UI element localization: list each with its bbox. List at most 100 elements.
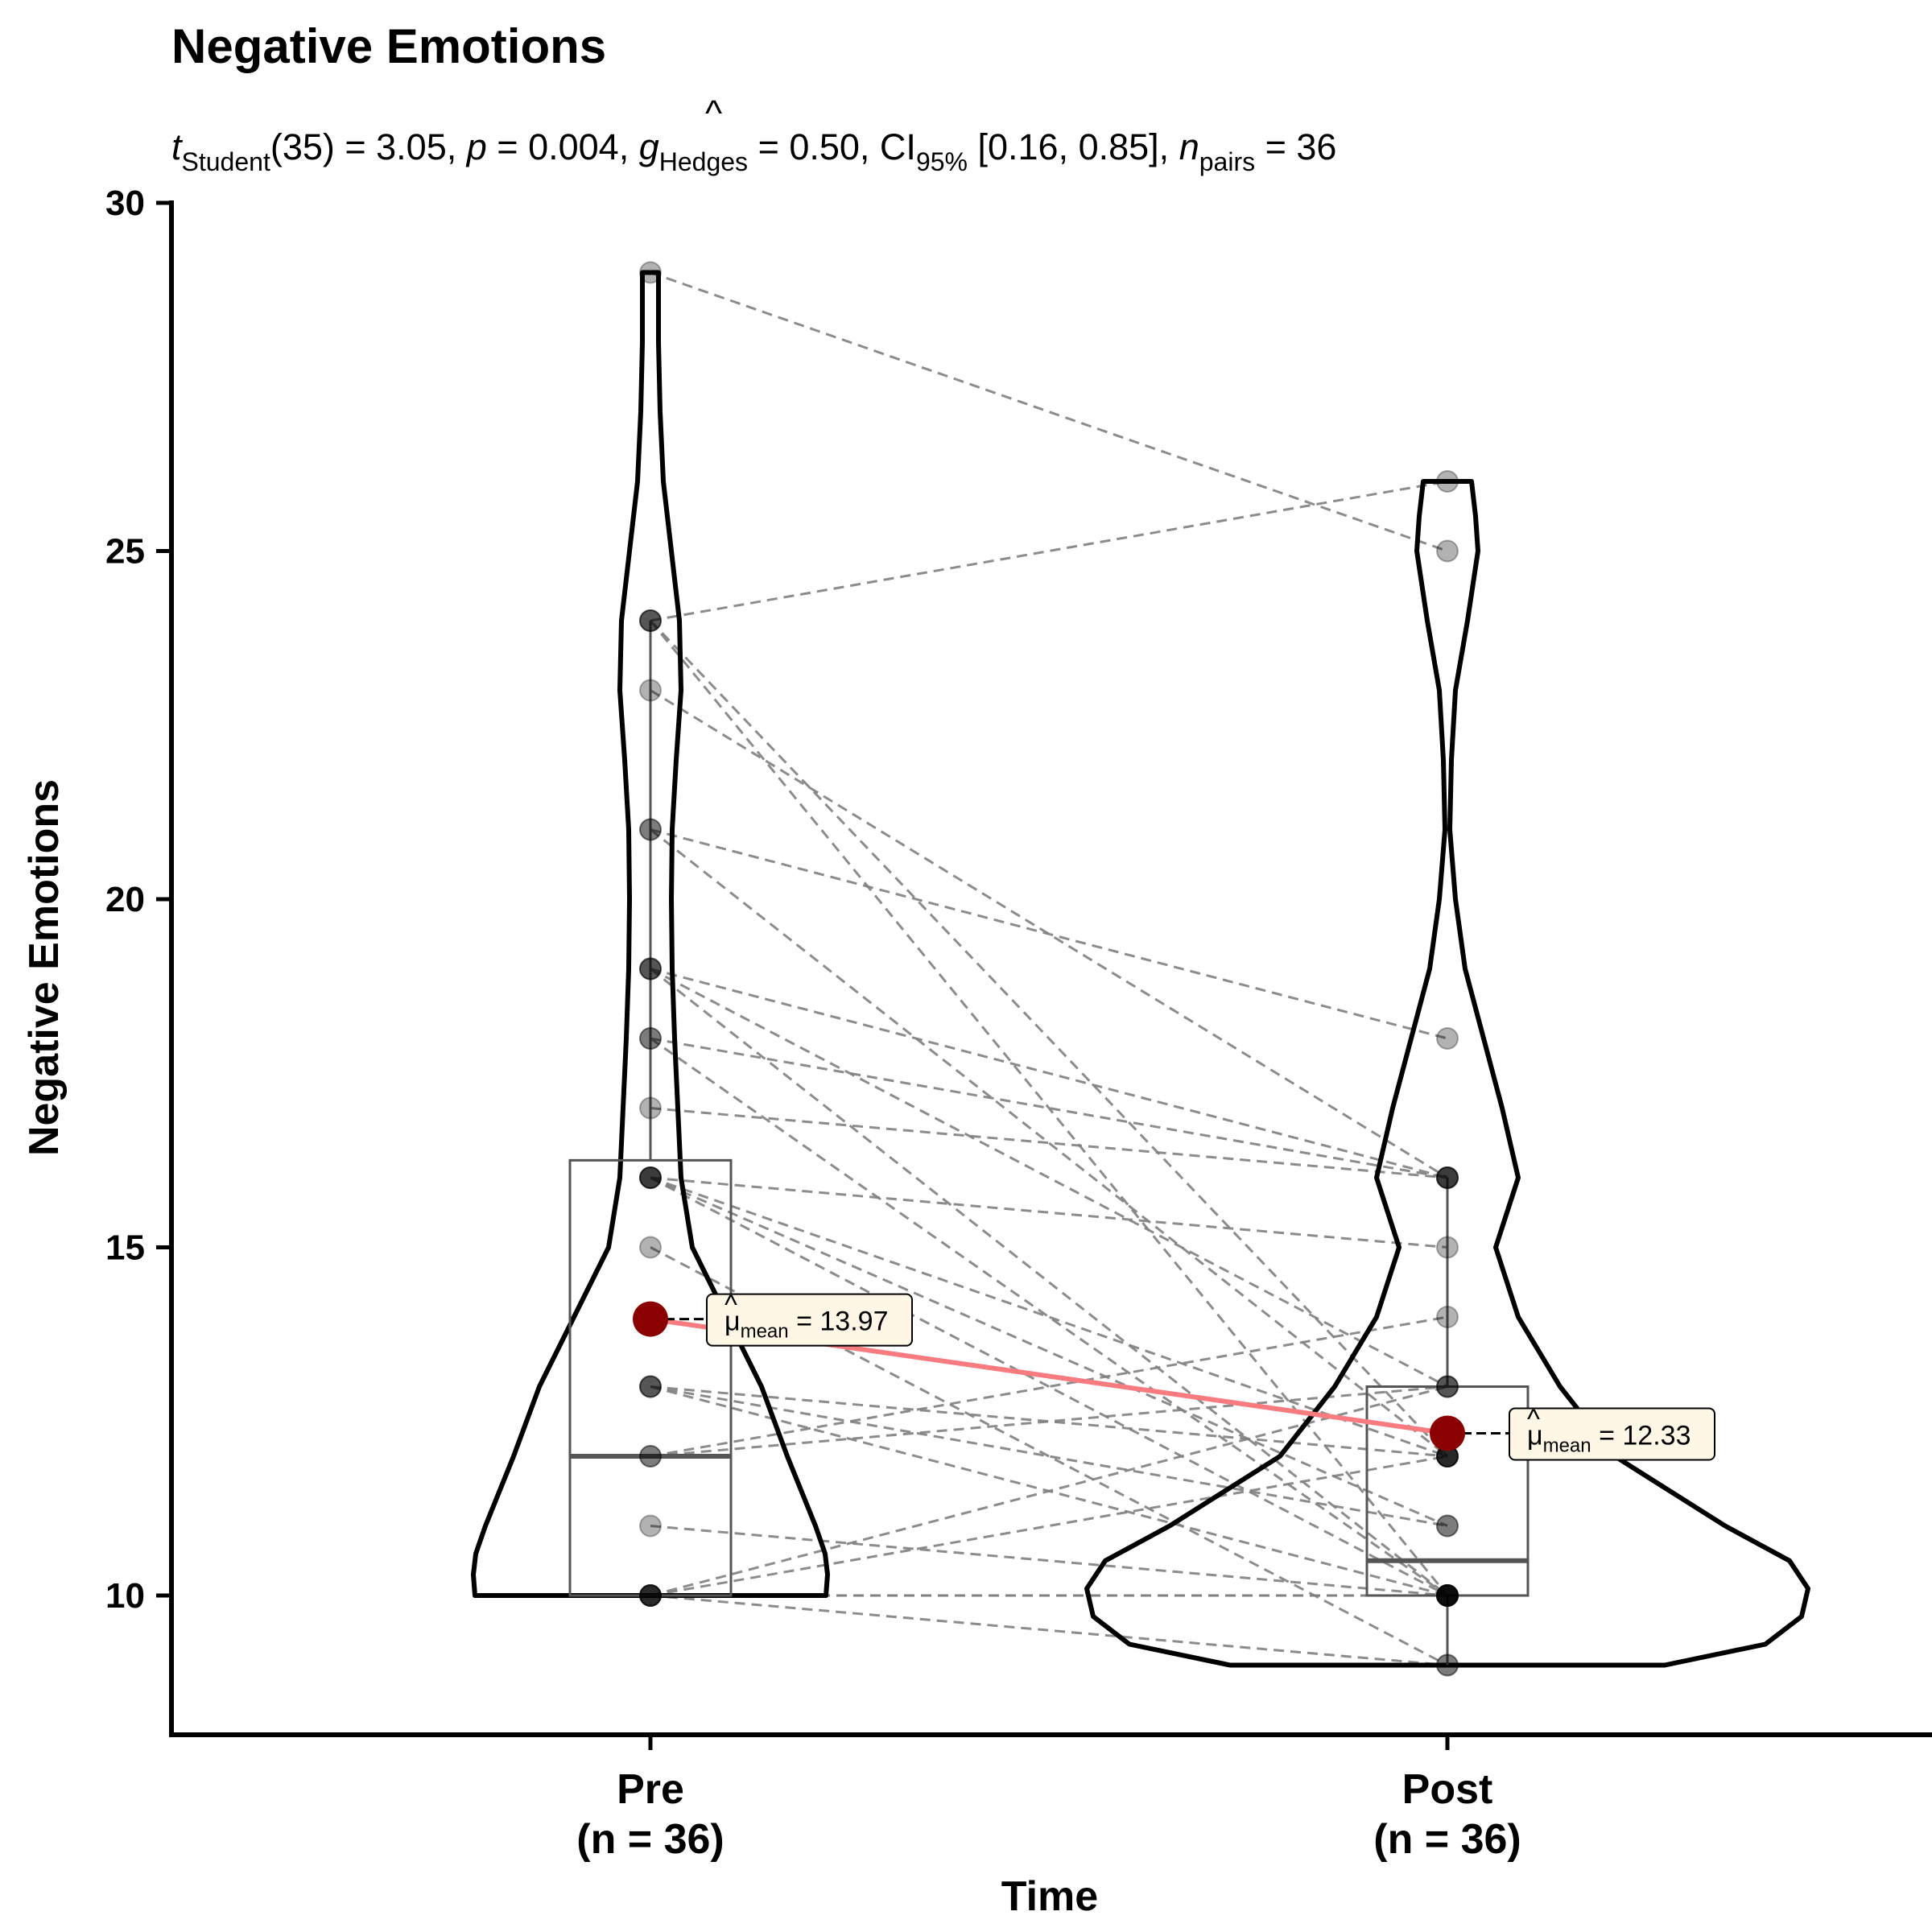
data-point-post [1436, 1166, 1459, 1189]
data-point-pre [639, 1096, 662, 1120]
box-pre [568, 1158, 733, 1597]
data-point-post [1436, 1584, 1459, 1607]
y-axis: 10 15 20 25 30 [105, 184, 174, 1737]
y-tick-label: 20 [105, 880, 145, 919]
data-point-post [1436, 1514, 1459, 1538]
data-point-post [1436, 1584, 1459, 1607]
data-point-pre [639, 1166, 662, 1189]
pair-line [650, 1176, 1448, 1597]
pair-line [650, 1594, 1448, 1666]
pair-line [650, 828, 1448, 1040]
data-point-pre [639, 609, 662, 632]
data-point-pre [639, 1166, 662, 1189]
hat-symbol: ^ [705, 93, 722, 134]
pair-line [650, 1385, 1448, 1458]
pair-line [650, 828, 1448, 1458]
violins [471, 270, 1810, 1668]
data-point-post [1436, 1166, 1459, 1189]
x-tick-label: Post [1402, 1766, 1493, 1813]
y-tick-label: 10 [105, 1576, 145, 1616]
mean-label: μmean = 13.97 [724, 1307, 888, 1343]
data-point-post [1436, 1375, 1459, 1398]
pair-line [650, 1176, 1448, 1527]
data-point-post [1436, 1584, 1459, 1607]
data-point-pre [639, 1445, 662, 1468]
data-point-post [1436, 1584, 1459, 1607]
pair-line [650, 689, 1448, 1179]
mean-point-post [1430, 1415, 1465, 1451]
data-point-pre [639, 957, 662, 980]
data-point-pre [639, 1584, 662, 1607]
data-point-post [1436, 1584, 1459, 1607]
data-point-pre [639, 1584, 662, 1607]
data-point-pre [639, 957, 662, 980]
pair-line [650, 1037, 1448, 1597]
pair-line [649, 619, 1449, 1458]
y-tick-label: 30 [105, 184, 145, 223]
data-point-post [1436, 1584, 1459, 1607]
violin-post [1084, 479, 1810, 1668]
x-tick-n-label: (n = 36) [576, 1816, 724, 1863]
pair-line [650, 968, 1448, 1179]
data-point-pre [639, 1166, 662, 1189]
pair-line [650, 1107, 1448, 1179]
pair-lines [649, 271, 1449, 1666]
x-axis: Pre(n = 36)Post(n = 36) [169, 1732, 1932, 1863]
data-point-pre [639, 1375, 662, 1398]
data-point-pre [639, 1445, 662, 1468]
chart-title: Negative Emotions [171, 19, 606, 73]
pair-line [650, 271, 1448, 552]
data-point-pre [639, 957, 662, 980]
data-point-pre [639, 1166, 662, 1189]
pair-line [650, 480, 1448, 622]
mean-label: μmean = 12.33 [1527, 1420, 1690, 1456]
data-point-post [1436, 1306, 1459, 1328]
data-point-post [1436, 1584, 1459, 1607]
violin-pre [471, 270, 830, 1598]
x-tick-n-label: (n = 36) [1373, 1816, 1521, 1863]
pair-line [649, 620, 1449, 1596]
box-post [1365, 1385, 1530, 1597]
x-axis-title: Time [1001, 1873, 1098, 1920]
data-point-post [1436, 1166, 1459, 1189]
data-point-post [1436, 539, 1459, 563]
data-point-pre [639, 1236, 662, 1259]
data-point-post [1436, 1375, 1459, 1398]
pair-line [650, 1385, 1448, 1458]
mean-label-box [706, 1293, 913, 1347]
y-tick-label: 15 [105, 1228, 145, 1268]
y-tick-label: 25 [105, 532, 145, 572]
data-point-post [1436, 1653, 1459, 1677]
data-point-pre [639, 609, 662, 632]
data-point-pre [639, 1514, 662, 1538]
data-point-pre [639, 609, 662, 632]
data-point-pre [639, 1584, 662, 1607]
pair-line [650, 1385, 1448, 1597]
pair-line [650, 1455, 1448, 1597]
data-point-pre [639, 818, 662, 841]
data-point-pre [639, 1375, 662, 1398]
mean-point-pre [633, 1301, 668, 1337]
mean-hat: ^ [724, 1290, 737, 1321]
y-axis-title: Negative Emotions [21, 779, 68, 1156]
data-point-post [1436, 1584, 1459, 1607]
data-point-post [1436, 1027, 1459, 1050]
data-point-post [1436, 1166, 1459, 1189]
data-point-post [1436, 1236, 1459, 1259]
data-point-pre [639, 1584, 662, 1607]
data-point-post [1436, 1653, 1459, 1677]
pair-line [650, 1525, 1448, 1597]
data-point-post [1436, 1375, 1459, 1398]
mean-label-box [1509, 1407, 1715, 1461]
data-point-post [1436, 1514, 1459, 1538]
data-point-pre [639, 818, 662, 841]
points [639, 261, 1459, 1677]
data-point-pre [639, 1375, 662, 1398]
data-point-pre [639, 261, 662, 284]
mean-hat: ^ [1527, 1404, 1540, 1435]
chart-subtitle: tStudent(35) = 3.05, p = 0.004, gHedges … [171, 126, 1336, 176]
x-tick-label: Pre [617, 1766, 684, 1813]
boxes [568, 621, 1530, 1666]
data-point-pre [639, 1584, 662, 1607]
